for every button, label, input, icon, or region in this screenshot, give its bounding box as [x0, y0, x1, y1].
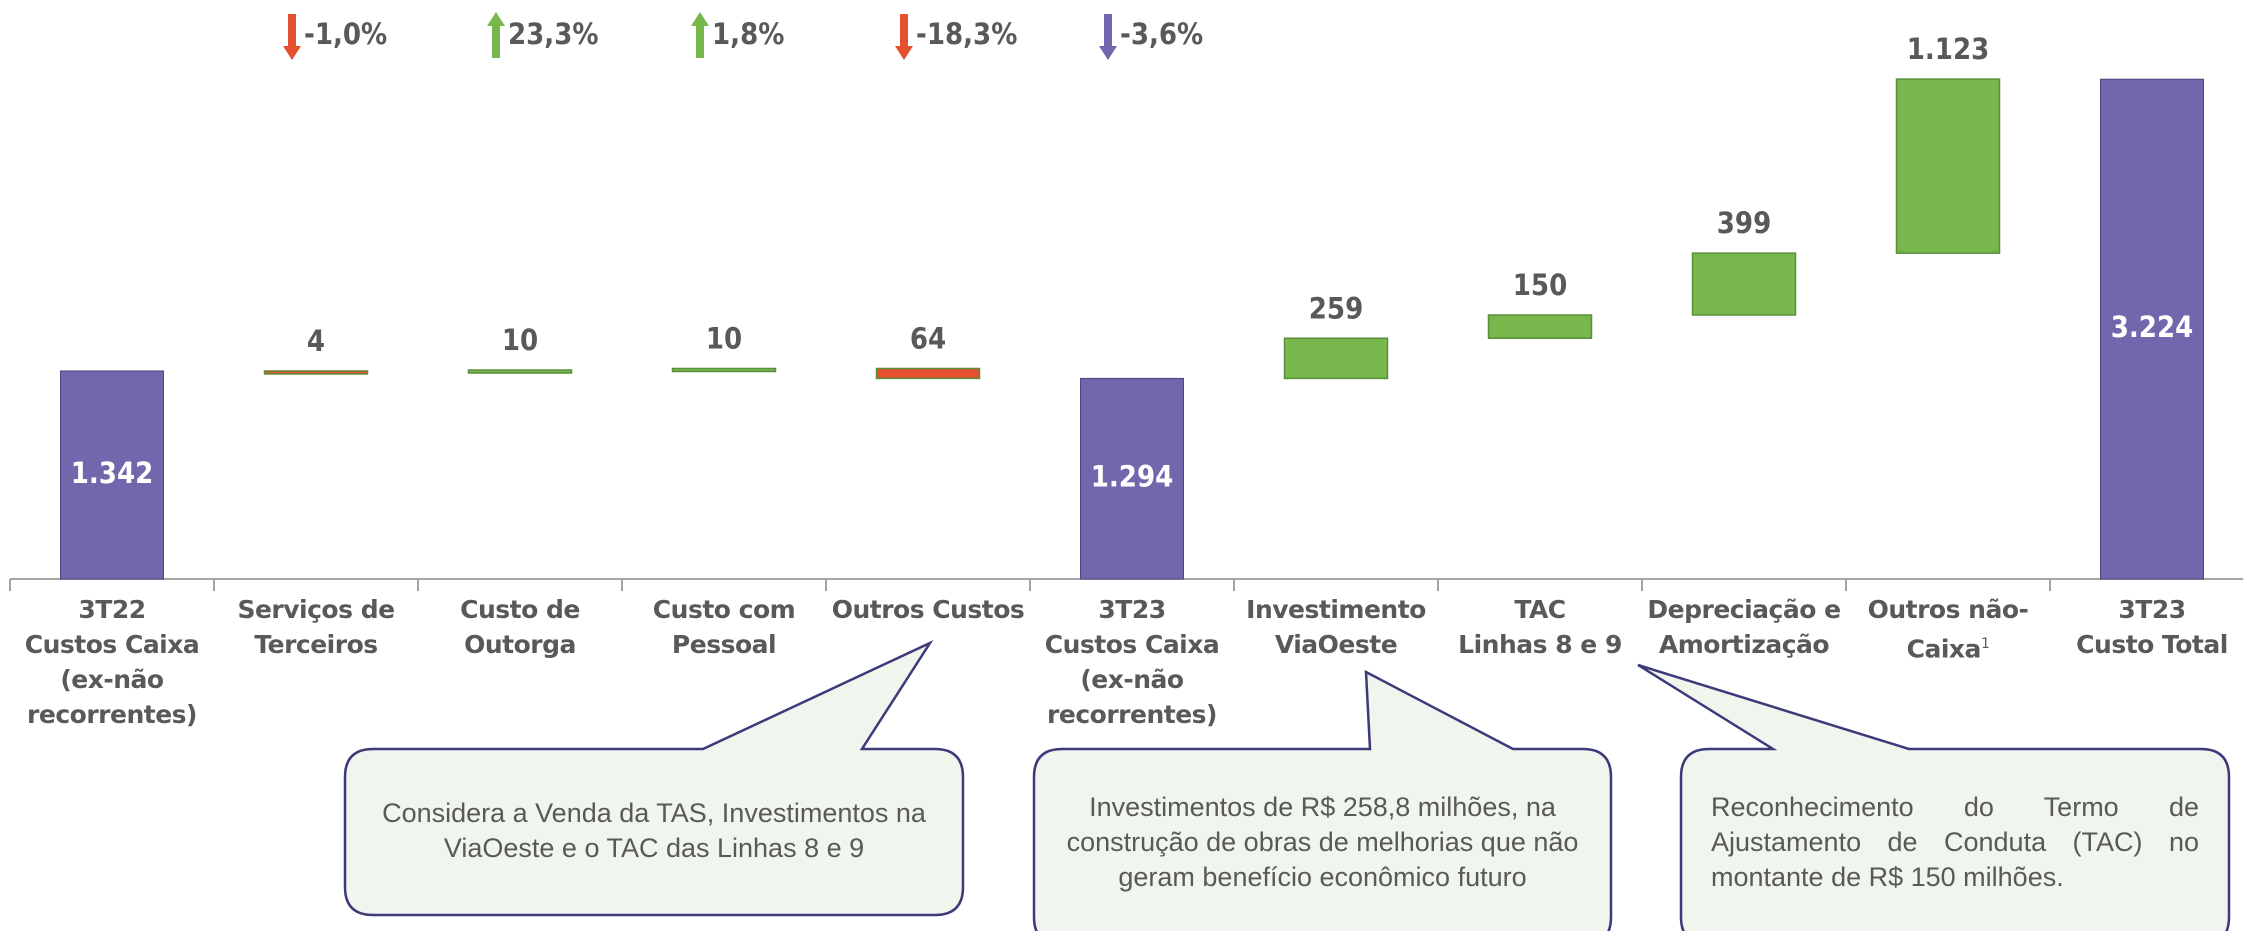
change-arrow — [895, 14, 913, 60]
arrow-head — [895, 46, 913, 60]
change-arrow — [487, 12, 505, 58]
bar — [1283, 337, 1389, 380]
value-label: 259 — [1309, 291, 1363, 325]
value-label: 1.294 — [1091, 460, 1174, 494]
bar — [1895, 78, 2001, 254]
bar — [671, 367, 777, 373]
x-tick-label: TAC Linhas 8 e 9 — [1458, 595, 1622, 659]
value-label: 1.123 — [1907, 32, 1990, 66]
callout-text: Investimentos de R$ 258,8 milhões, na co… — [1066, 792, 1579, 892]
callout-text: Considera a Venda da TAS, Investimentos … — [382, 798, 926, 863]
bar — [60, 370, 164, 580]
x-tick-label: Outros Custos — [831, 595, 1025, 624]
arrow-shaft — [1104, 14, 1112, 48]
x-tick-label: 3T22 Custos Caixa (ex-não recorrentes) — [24, 595, 200, 729]
value-label: 64 — [910, 321, 946, 355]
change-label: -3,6% — [1120, 17, 1203, 51]
arrow-shaft — [492, 24, 500, 58]
bar — [1080, 377, 1184, 580]
change-label: 23,3% — [508, 17, 599, 51]
arrow-head — [283, 46, 301, 60]
x-tick-label: Outros não- Caixa1 — [1867, 595, 2029, 664]
x-tick-label: Custo de Outorga — [460, 595, 580, 659]
bar — [1487, 314, 1593, 340]
arrow-head — [1099, 46, 1117, 60]
value-label: 150 — [1513, 268, 1567, 302]
value-label: 4 — [307, 324, 325, 358]
x-tick-label: Depreciação e Amortização — [1647, 595, 1841, 659]
callout-text: Reconhecimento do Termo de Ajustamento d… — [1711, 792, 2199, 892]
change-arrow — [1099, 14, 1117, 60]
value-label: 1.342 — [71, 456, 154, 490]
arrow-head — [691, 12, 709, 26]
change-arrow — [691, 12, 709, 58]
x-tick-label: 3T23 Custos Caixa (ex-não recorrentes) — [1044, 595, 1220, 729]
value-label: 10 — [706, 321, 742, 355]
bar — [1691, 252, 1797, 316]
arrow-shaft — [288, 14, 296, 48]
arrow-head — [487, 12, 505, 26]
value-label: 399 — [1717, 206, 1771, 240]
bar — [467, 369, 573, 374]
change-label: 1,8% — [712, 17, 784, 51]
arrow-shaft — [696, 24, 704, 58]
x-tick-label: Serviços de Terceiros — [237, 595, 395, 659]
callout-box — [1032, 669, 1613, 931]
callout-box — [343, 640, 965, 917]
bar — [263, 370, 369, 375]
x-tick-label: Custo com Pessoal — [652, 595, 796, 659]
bar — [2100, 78, 2204, 580]
change-label: -1,0% — [304, 17, 387, 51]
arrow-shaft — [900, 14, 908, 48]
x-tick-label: Investimento ViaOeste — [1246, 595, 1426, 659]
change-arrow — [283, 14, 301, 60]
callout-box — [1637, 663, 2231, 931]
change-label: -18,3% — [916, 17, 1017, 51]
value-label: 3.224 — [2111, 310, 2194, 344]
bar — [875, 367, 981, 380]
footnote-mark: 1 — [1980, 636, 1990, 652]
x-tick-label: 3T23 Custo Total — [2076, 595, 2228, 659]
value-label: 10 — [502, 323, 538, 357]
